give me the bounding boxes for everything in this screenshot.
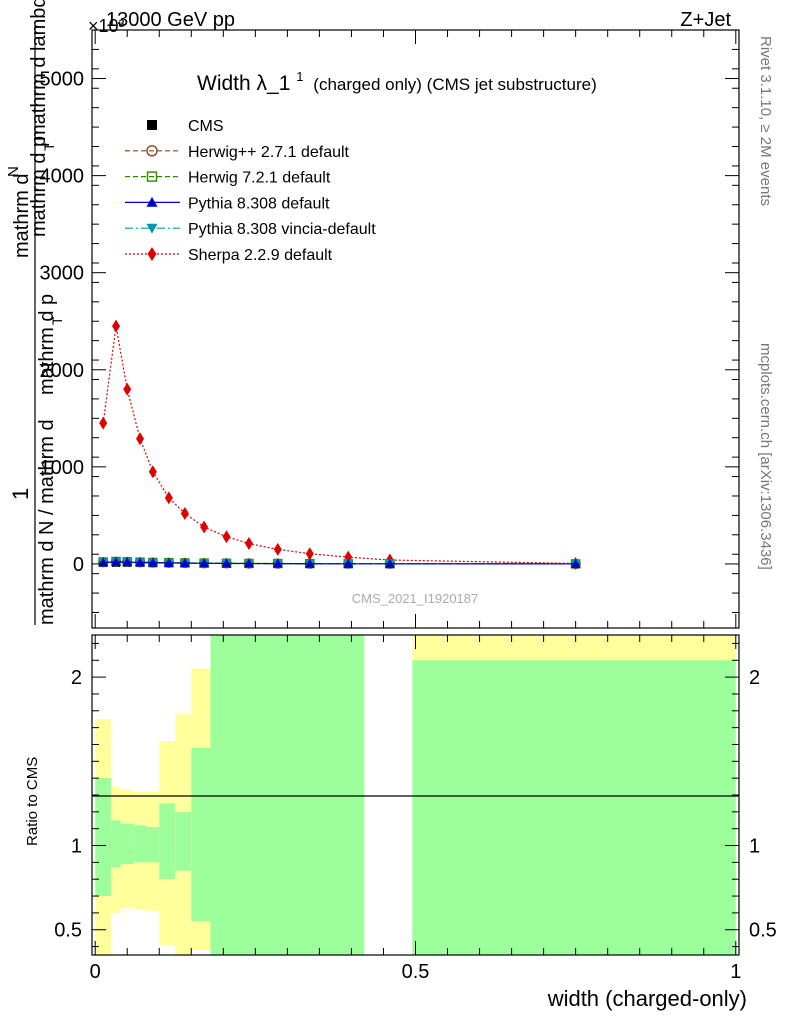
x-tick-label: 1 [730,961,741,983]
ratio-band-inner [159,803,176,880]
point-pythia [343,558,354,568]
point-pythia [304,558,315,568]
point-pythia [570,558,581,568]
point-pythia [384,558,395,568]
x-tick-label: 0.5 [402,961,430,983]
ratio-y-tick-label-right: 0.5 [749,920,777,942]
point-sherpa [99,416,108,430]
rivet-label: Rivet 3.1.10, ≥ 2M events [757,36,774,206]
upper-y-label: 1 mathrm d N mathrm d p T mathrm d lambd… [5,0,65,625]
series-line-sherpa [102,325,576,565]
point-pythia [111,556,122,566]
point-pythia [147,557,158,567]
point-sherpa [148,465,157,479]
upper-y-tick-label: 4000 [40,166,85,188]
point-sherpa [222,530,231,544]
point-sherpa [244,537,253,551]
legend-marker-pythia [146,196,158,207]
upper-y-num-3: mathrm d p [28,136,50,237]
point-pythia [272,558,283,568]
process-label: Z+Jet [680,9,731,31]
point-pythia [199,558,210,568]
upper-y-tick-label: 2000 [40,360,85,382]
plot-title: Width λ_1 1 (charged only) (CMS jet subs… [197,63,597,95]
legend-label-herwig7: Herwig 7.2.1 default [188,170,331,187]
point-sherpa [305,547,314,561]
upper-y-num-4: mathrm d lambda [28,0,50,141]
upper-y-den-T: T [49,316,65,325]
legend-label-sherpa: Sherpa 2.2.9 default [188,247,333,264]
point-pythia [221,558,232,568]
upper-y-tick-label: 5000 [40,69,85,91]
ratio-band-inner [175,811,192,871]
point-sherpa [200,520,209,534]
upper-y-num-T: T [41,142,57,151]
upper-y-num-1: 1 [8,488,33,500]
legend: CMS Herwig++ 2.7.1 default Herwig 7.2.1 de… [125,118,376,264]
ratio-y-tick-label-right: 2 [749,667,760,689]
ratio-y-tick-label-right: 1 [749,836,760,858]
legend-marker-sherpa [147,247,157,261]
legend-label-cms: CMS [188,118,224,135]
y-exponent: ×10³ [88,16,125,36]
legend-label-vincia: Pythia 8.308 vincia-default [188,221,376,238]
legend-marker-vincia [146,223,158,234]
ratio-y-tick-label: 1 [71,836,82,858]
upper-y-tick-label: 1000 [40,457,85,479]
legend-marker-herwig7 [146,171,158,182]
point-sherpa [112,319,121,333]
legend-label-herwigpp: Herwig++ 2.7.1 default [188,144,350,161]
point-pythia [243,558,254,568]
ratio-band-inner [111,820,121,868]
ratio-panel: 0.5 0.5 1 1 2 2 0 0.5 1 [54,634,777,983]
ratio-y-tick-label: 0.5 [54,920,82,942]
legend-marker-herwigpp [146,145,158,157]
ratio-band-inner [120,823,134,865]
upper-y-num-N: N [5,166,22,177]
plot-title-main: Width λ_1 [197,72,290,95]
plot-title-rest: (charged only) (CMS jet substructure) [313,75,596,94]
upper-y-num-2: mathrm d [11,174,33,258]
mcplots-label: mcplots.cern.ch [arXiv:1306.3436] [757,343,774,570]
watermark: CMS_2021_I1920187 [352,591,479,606]
point-sherpa [273,542,282,556]
point-pythia [122,557,133,567]
energy-label: 13000 GeV pp [106,9,235,31]
point-sherpa [123,382,132,396]
legend-label-pythia: Pythia 8.308 default [188,195,330,212]
upper-y-den-2: mathrm d p [36,294,58,395]
point-sherpa [164,491,173,505]
point-pythia [135,557,146,567]
ratio-band-inner [95,778,112,897]
ratio-band-inner [210,635,365,955]
ratio-band-inner [191,747,211,922]
point-sherpa [180,506,189,520]
legend-marker-cms [147,120,157,130]
point-sherpa [136,432,145,446]
ratio-y-tick-label: 2 [71,667,82,689]
point-pythia [163,557,174,567]
plot-title-sup: 1 [296,69,303,84]
x-axis-label: width (charged-only) [547,986,747,1011]
ratio-band-inner [133,825,147,863]
ratio-band-inner [412,660,736,955]
point-pythia [179,558,190,568]
ratio-band-inner [146,827,160,863]
upper-y-tick-label: 0 [73,554,84,576]
upper-y-den-1: mathrm d N / mathrm d [36,419,58,625]
upper-y-tick-label: 3000 [40,263,85,285]
ratio-y-label: Ratio to CMS [24,757,41,846]
x-tick-label: 0 [90,961,101,983]
upper-panel: 0 1000 2000 3000 4000 5000 Width λ_1 1 (charg… [40,29,740,629]
